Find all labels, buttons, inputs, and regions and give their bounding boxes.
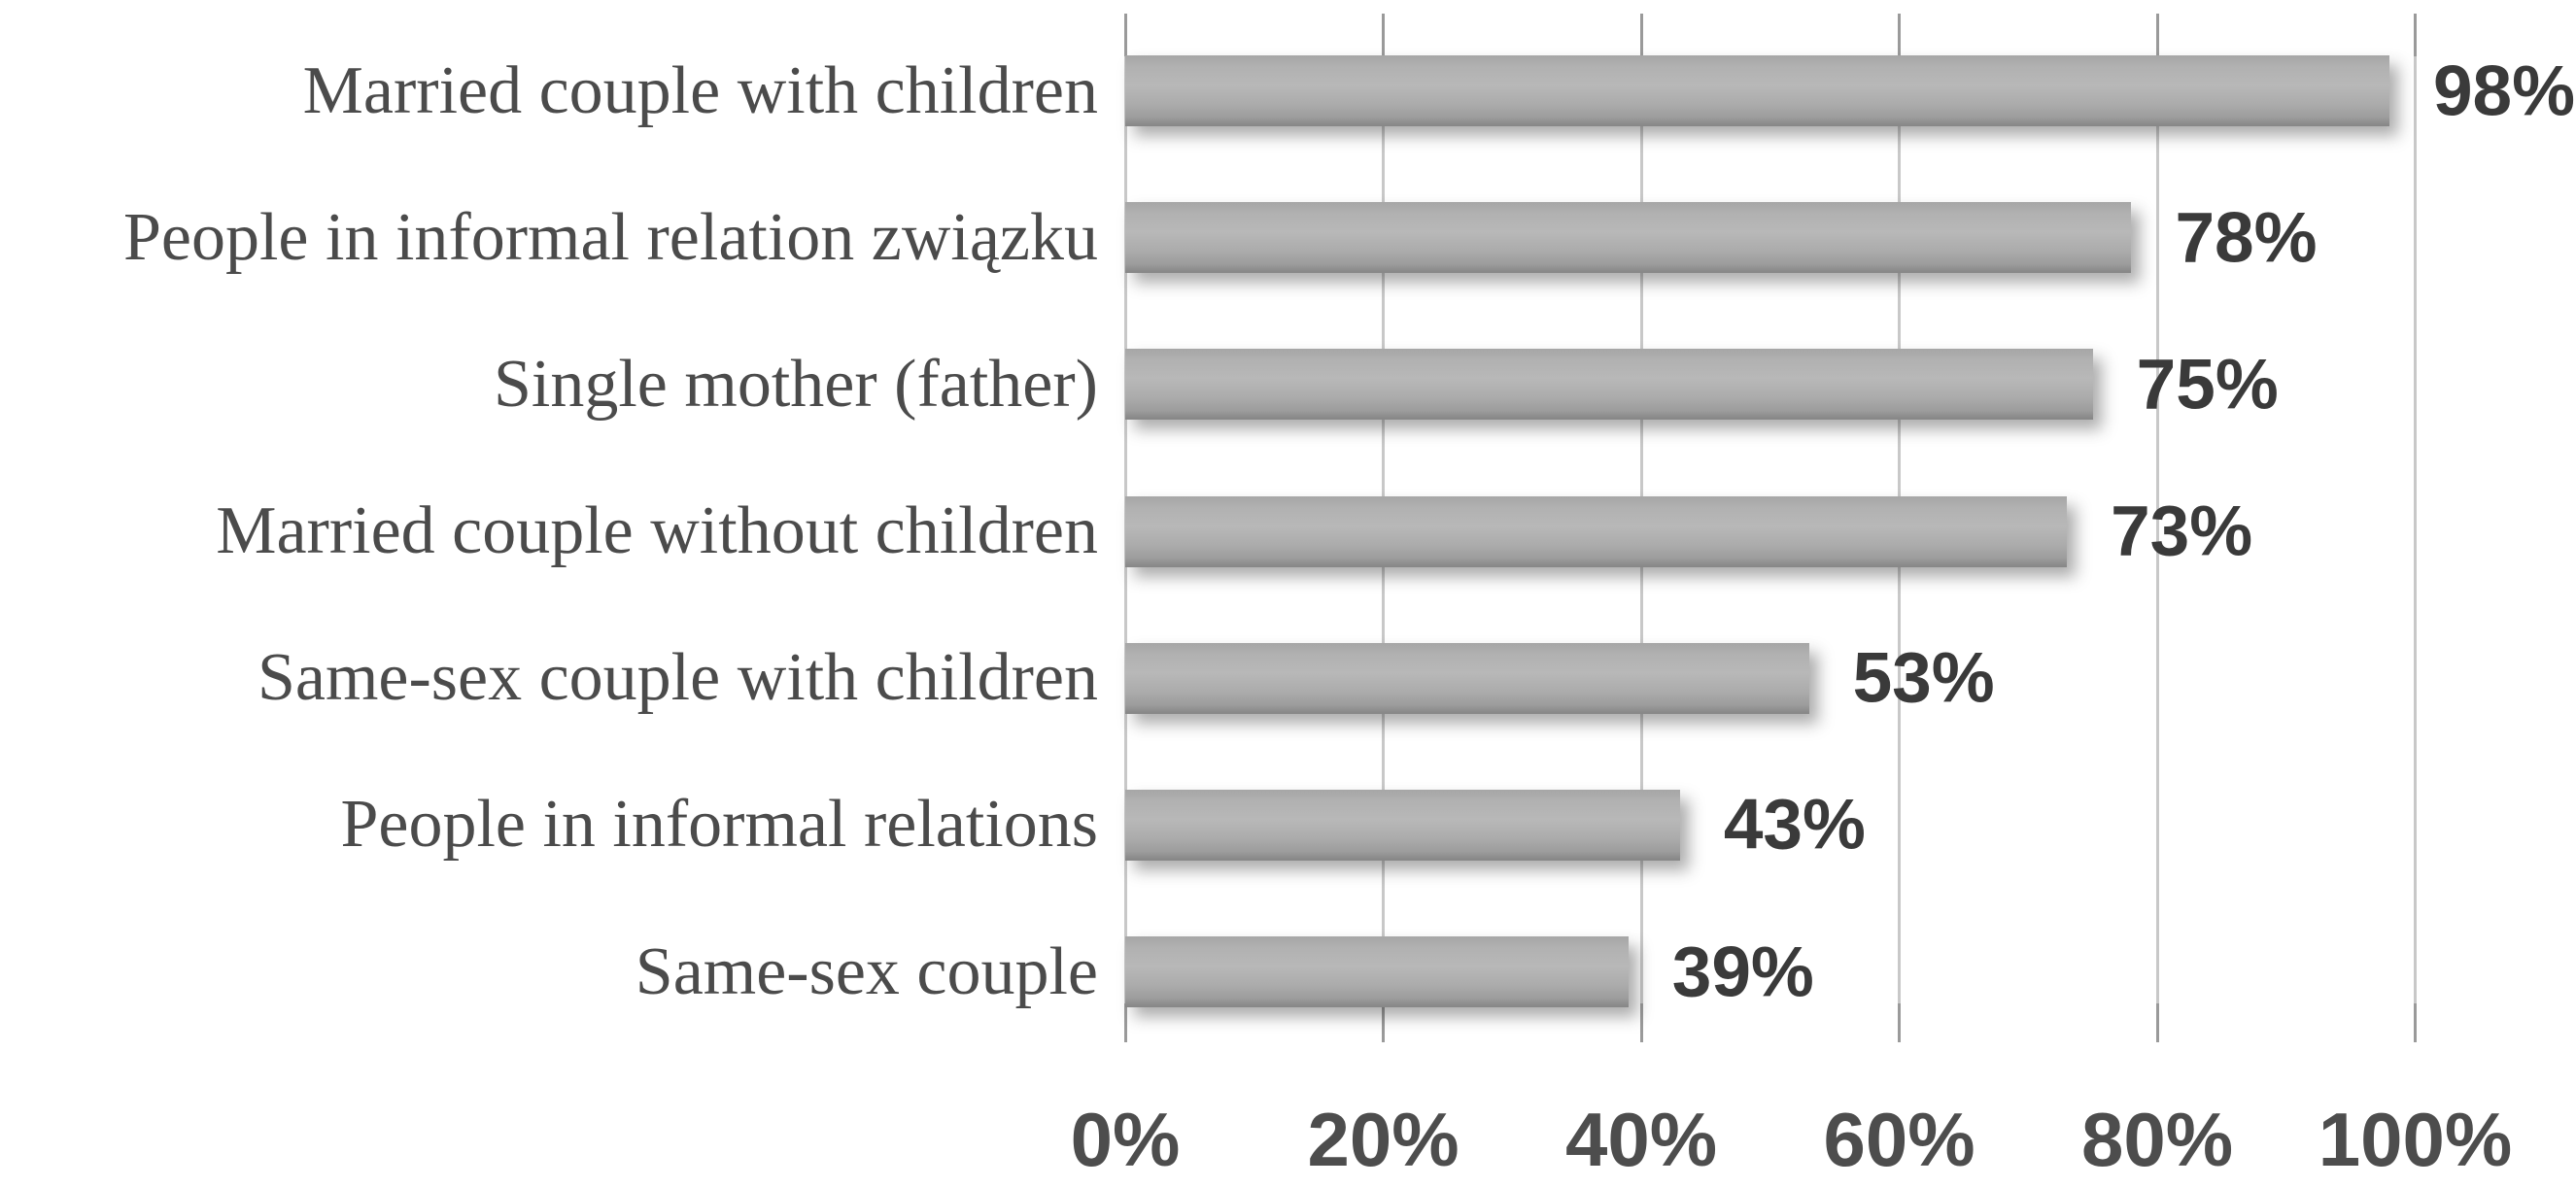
category-label: Single mother (father) xyxy=(493,346,1098,422)
gridline xyxy=(2155,14,2159,1027)
x-axis-tick-label: 40% xyxy=(1564,1097,1718,1182)
tick-mark-top xyxy=(2155,14,2159,56)
category-label: People in informal relation związku xyxy=(122,199,1098,275)
value-label: 98% xyxy=(2432,51,2576,130)
bar xyxy=(1125,789,1680,861)
tick-mark-bottom xyxy=(2414,1003,2417,1042)
bar xyxy=(1125,349,2093,421)
bar xyxy=(1125,936,1629,1008)
bar xyxy=(1125,495,2068,567)
value-label: 39% xyxy=(1671,933,1814,1012)
tick-mark-bottom xyxy=(2155,1003,2159,1042)
value-label: 78% xyxy=(2175,198,2318,278)
tick-mark-bottom xyxy=(1898,1003,1901,1042)
x-axis-tick-label: 80% xyxy=(2080,1097,2234,1182)
x-axis-tick-label: 20% xyxy=(1307,1097,1460,1182)
tick-mark-bottom xyxy=(1382,1003,1385,1042)
value-label: 53% xyxy=(1852,638,1995,718)
tick-mark-top xyxy=(2414,14,2417,56)
tick-mark-bottom xyxy=(1639,1003,1643,1042)
category-label: Married couple with children xyxy=(302,52,1098,128)
bar xyxy=(1125,202,2132,274)
x-axis-tick-label: 0% xyxy=(1070,1097,1181,1182)
bar xyxy=(1125,642,1809,714)
x-axis-tick-label: 60% xyxy=(1823,1097,1975,1182)
value-label: 43% xyxy=(1723,785,1866,865)
category-label: Married couple without children xyxy=(216,493,1098,568)
value-label: 73% xyxy=(2111,492,2253,571)
tick-mark-top xyxy=(1123,14,1127,56)
category-label: Same-sex couple xyxy=(635,933,1098,1009)
tick-mark-top xyxy=(1898,14,1901,56)
tick-mark-bottom xyxy=(1123,1003,1127,1042)
category-label: People in informal relations xyxy=(340,787,1098,863)
tick-mark-top xyxy=(1639,14,1643,56)
value-label: 75% xyxy=(2136,345,2279,424)
x-axis-tick-label: 100% xyxy=(2318,1097,2513,1182)
bar xyxy=(1125,55,2389,126)
tick-mark-top xyxy=(1382,14,1385,56)
category-label: Same-sex couple with children xyxy=(257,640,1098,716)
gridline xyxy=(2414,14,2417,1027)
